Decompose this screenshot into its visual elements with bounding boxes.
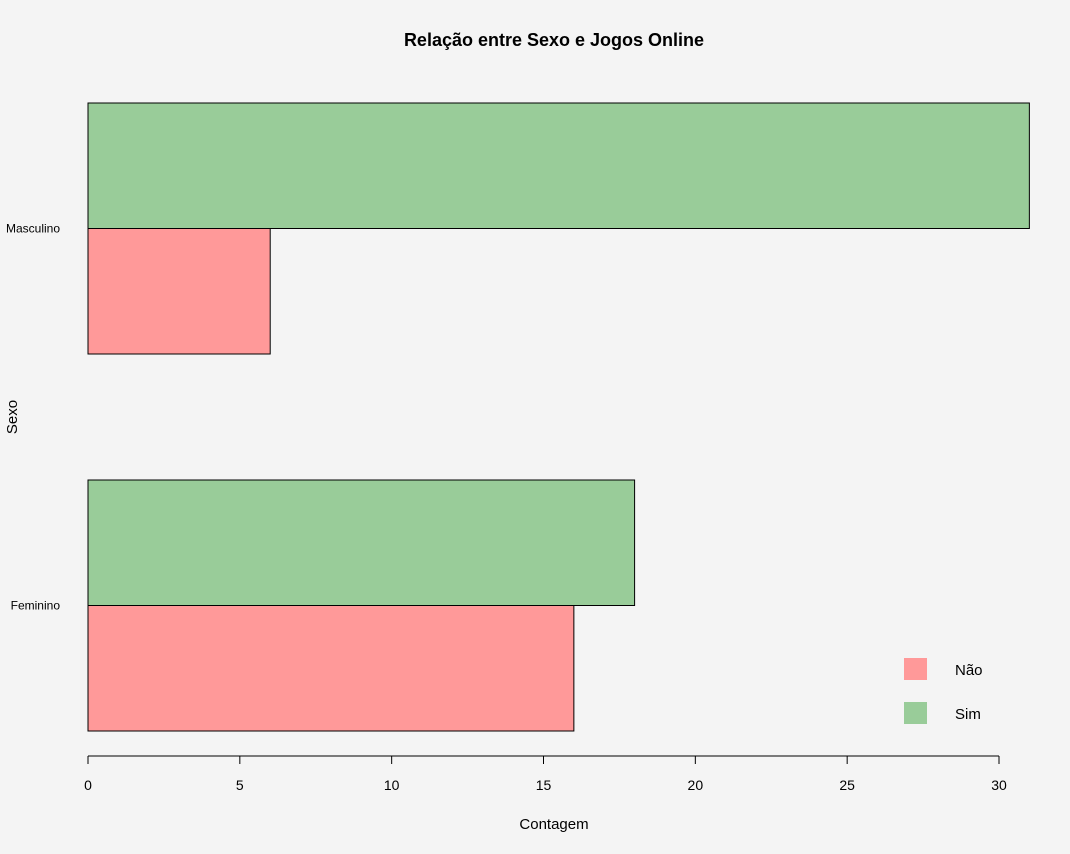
- legend: Não Sim: [904, 658, 983, 724]
- legend-swatch-sim: [904, 702, 927, 724]
- x-tick-label: 15: [536, 777, 552, 793]
- x-axis: 0 5 10 15 20 25 30: [84, 755, 1007, 793]
- bar-masculino-sim: [87, 102, 1030, 229]
- x-tick-label: 25: [839, 777, 855, 793]
- legend-swatch-não: [904, 658, 927, 680]
- x-tick-label: 10: [384, 777, 400, 793]
- y-category-labels: Feminino Masculino: [6, 222, 60, 613]
- bar-masculino-não: [87, 228, 271, 355]
- bars-group: [87, 102, 1030, 732]
- bar-feminino-não: [87, 605, 575, 732]
- chart-title: Relação entre Sexo e Jogos Online: [404, 30, 704, 50]
- bar-feminino-sim: [87, 479, 636, 606]
- category-label: Masculino: [6, 222, 60, 236]
- y-axis-label: Sexo: [4, 400, 21, 434]
- x-tick-label: 30: [991, 777, 1007, 793]
- x-tick-label: 20: [688, 777, 704, 793]
- legend-label: Sim: [955, 706, 981, 723]
- x-axis-label: Contagem: [519, 816, 588, 833]
- x-tick-label: 0: [84, 777, 92, 793]
- category-label: Feminino: [11, 599, 61, 613]
- x-tick-label: 5: [236, 777, 244, 793]
- legend-label: Não: [955, 662, 983, 679]
